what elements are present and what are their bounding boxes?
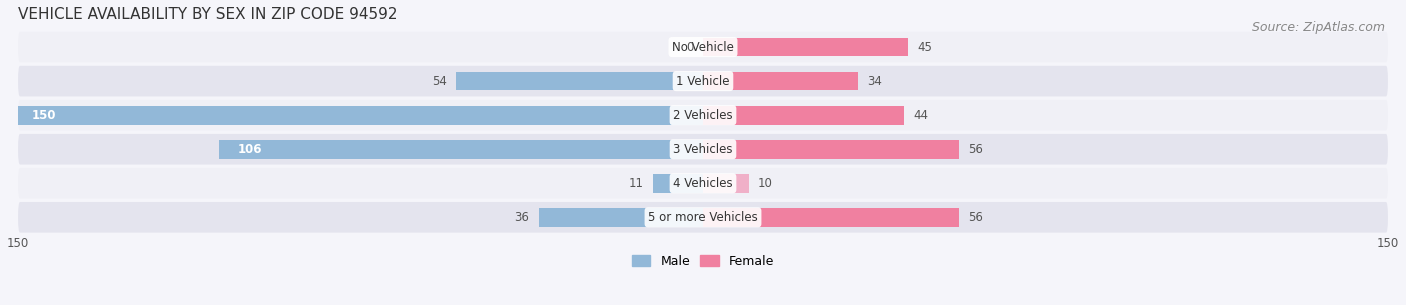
Legend: Male, Female: Male, Female [627, 250, 779, 273]
Text: 34: 34 [868, 75, 882, 88]
Text: 11: 11 [628, 177, 644, 190]
Text: 3 Vehicles: 3 Vehicles [673, 143, 733, 156]
FancyBboxPatch shape [18, 32, 1388, 63]
Bar [703, 208, 959, 227]
Bar [652, 174, 703, 193]
Text: 45: 45 [918, 41, 932, 54]
FancyBboxPatch shape [18, 100, 1388, 131]
Bar [457, 72, 703, 91]
Text: 0: 0 [686, 41, 695, 54]
Text: 36: 36 [515, 211, 530, 224]
Text: 150: 150 [32, 109, 56, 122]
Bar [703, 72, 858, 91]
FancyBboxPatch shape [18, 202, 1388, 233]
Bar [219, 140, 703, 159]
Bar [703, 38, 908, 56]
Text: 4 Vehicles: 4 Vehicles [673, 177, 733, 190]
FancyBboxPatch shape [18, 168, 1388, 199]
Bar [538, 208, 703, 227]
Text: Source: ZipAtlas.com: Source: ZipAtlas.com [1251, 21, 1385, 34]
Bar [18, 106, 703, 124]
Text: 106: 106 [238, 143, 262, 156]
Text: 2 Vehicles: 2 Vehicles [673, 109, 733, 122]
Text: 56: 56 [967, 143, 983, 156]
Text: VEHICLE AVAILABILITY BY SEX IN ZIP CODE 94592: VEHICLE AVAILABILITY BY SEX IN ZIP CODE … [18, 7, 398, 22]
Text: 5 or more Vehicles: 5 or more Vehicles [648, 211, 758, 224]
Text: 56: 56 [967, 211, 983, 224]
Text: 54: 54 [433, 75, 447, 88]
Text: 10: 10 [758, 177, 773, 190]
Bar [703, 174, 748, 193]
FancyBboxPatch shape [18, 66, 1388, 96]
Bar [703, 106, 904, 124]
Text: No Vehicle: No Vehicle [672, 41, 734, 54]
Text: 1 Vehicle: 1 Vehicle [676, 75, 730, 88]
Bar [703, 140, 959, 159]
FancyBboxPatch shape [18, 134, 1388, 164]
Text: 44: 44 [912, 109, 928, 122]
